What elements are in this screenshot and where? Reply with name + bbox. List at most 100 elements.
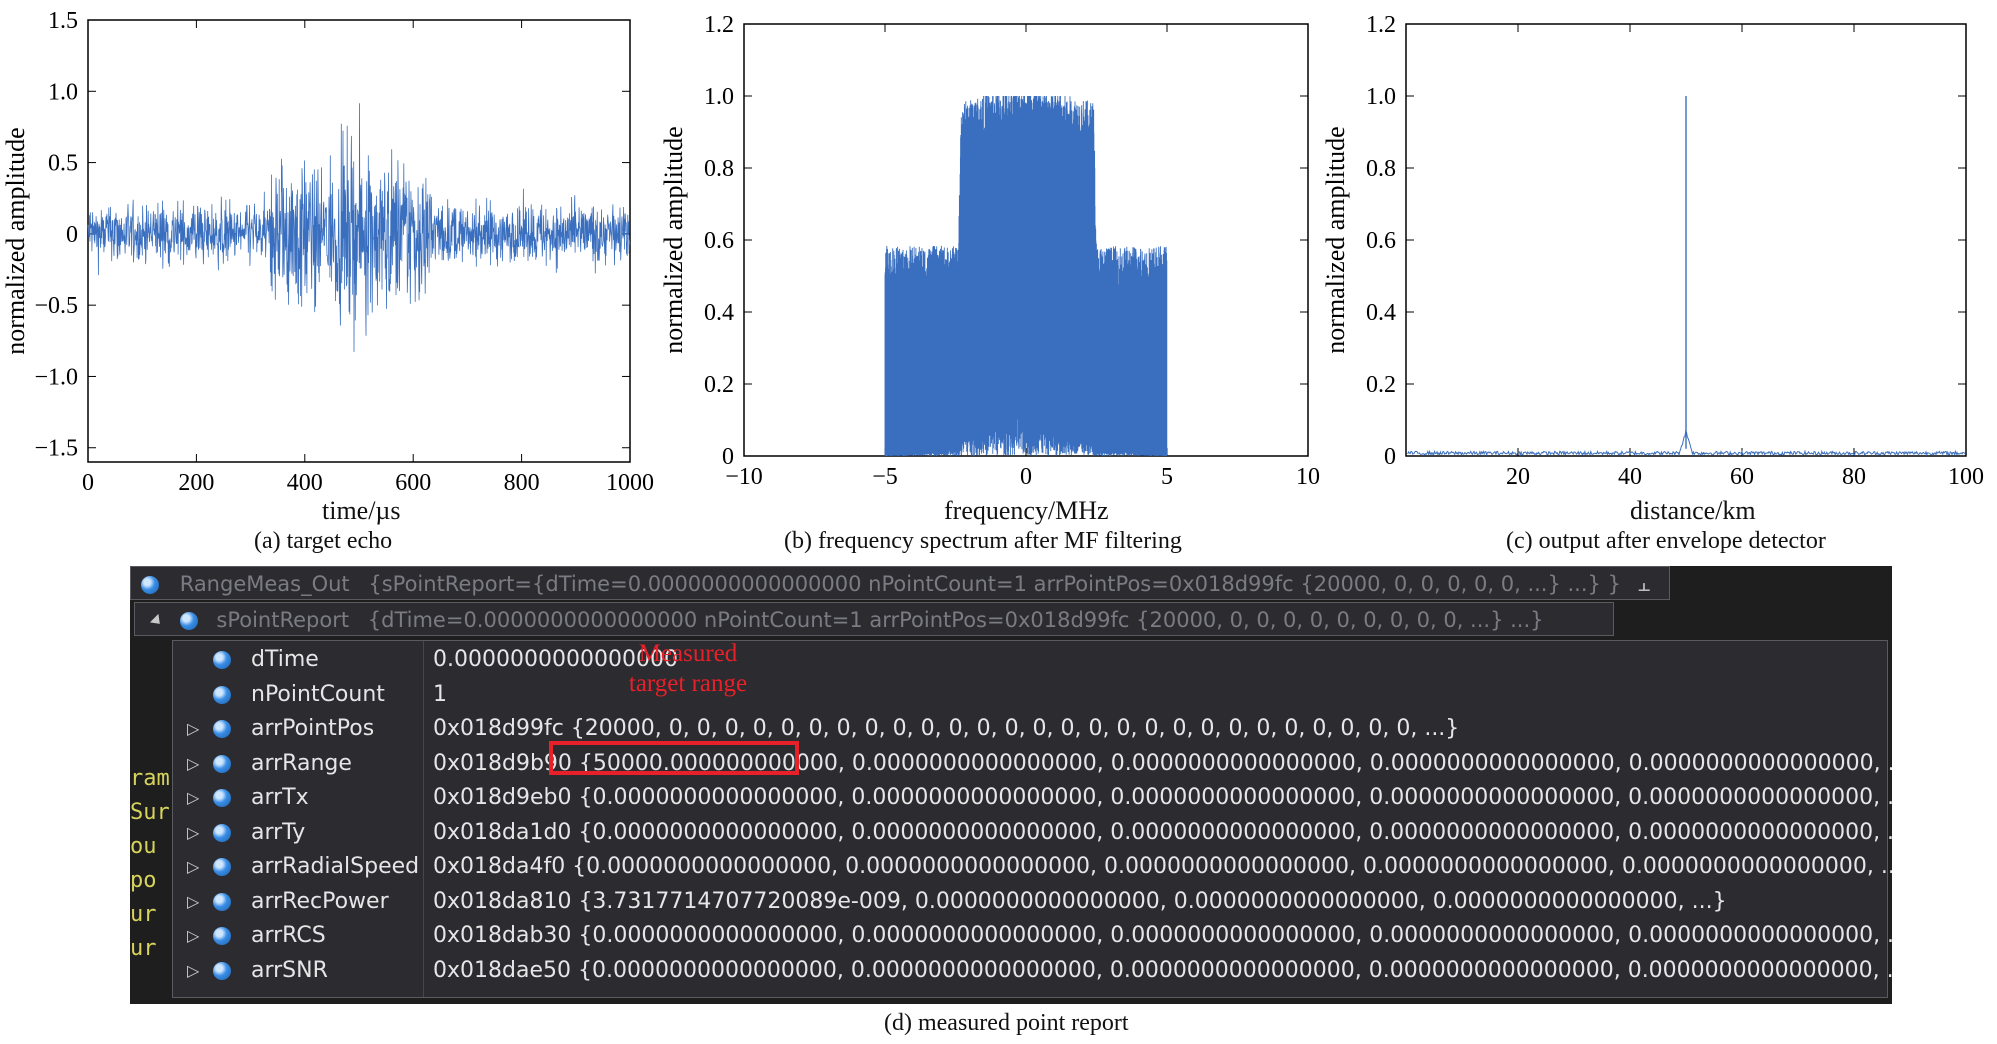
datatip-row-arrpointpos[interactable]: ▷ arrPointPos 0x018d99fc {20000, 0, 0, 0, … bbox=[173, 712, 1887, 746]
y-tick-label: 1.0 bbox=[704, 84, 734, 110]
field-value: 0x018d9eb0 {0.0000000000000000, 0.000000… bbox=[433, 785, 1892, 810]
x-tick-label: 20 bbox=[1506, 464, 1530, 490]
plot-frequency-spectrum: −10 −5 0 5 10 1.2 1.0 0.8 0.6 0.4 0.2 0 normalized a… bbox=[660, 12, 1320, 490]
y-tick-label: 0.5 bbox=[48, 151, 78, 177]
x-tick-label: 40 bbox=[1618, 464, 1642, 490]
x-tick-label: 80 bbox=[1842, 464, 1866, 490]
expand-arrow-icon[interactable]: ▷ bbox=[187, 753, 200, 773]
field-value: 0.0000000000000000 bbox=[433, 647, 678, 672]
variable-name: RangeMeas_Out bbox=[179, 572, 350, 596]
datatip-row-arrtx[interactable]: ▷ arrTx 0x018d9eb0 {0.0000000000000000, 0.… bbox=[173, 781, 1892, 815]
debugger-watch-window: ram Sur ou po ur ur RangeMeas_Out {sPoin… bbox=[130, 566, 1892, 1004]
y-tick-label: 0 bbox=[722, 444, 734, 470]
caption-a: (a) target echo bbox=[254, 528, 393, 554]
y-tick-label: 0.2 bbox=[704, 372, 734, 398]
field-name: arrRCS bbox=[251, 923, 326, 948]
expanded-arrow-icon[interactable] bbox=[149, 613, 165, 629]
echo-series bbox=[87, 103, 631, 352]
annotation-line: target range bbox=[628, 670, 748, 697]
variable-icon bbox=[213, 858, 231, 876]
field-value: 1 bbox=[433, 681, 447, 707]
variable-icon bbox=[213, 789, 231, 807]
y-tick-label: 0.8 bbox=[1366, 156, 1396, 182]
xlabel-a: time/µs bbox=[322, 496, 401, 525]
gutter-line: po bbox=[130, 868, 157, 893]
field-name: arrRange bbox=[251, 750, 352, 776]
variable-icon bbox=[213, 961, 231, 980]
expand-arrow-icon[interactable]: ▷ bbox=[187, 891, 200, 911]
variable-icon bbox=[141, 576, 159, 594]
datatip-row-arrrange[interactable]: ▷ arrRange 0x018d9b90 {50000.000000000000,… bbox=[173, 747, 1892, 781]
datatip-row-arrty[interactable]: ▷ arrTy 0x018da1d0 {0.0000000000000000, 0.… bbox=[173, 816, 1892, 850]
field-name: arrRecPower bbox=[251, 888, 389, 914]
expand-arrow-icon[interactable]: ▷ bbox=[187, 822, 200, 842]
spectrum-series bbox=[884, 96, 1168, 456]
y-axis-label: normalized amplitude bbox=[1, 127, 30, 354]
datatip-popup: dTime 0.0000000000000000 nPointCount 1 ▷ arrP… bbox=[172, 640, 1892, 998]
field-name: arrTx bbox=[251, 785, 309, 810]
y-tick-label: 0.4 bbox=[1366, 300, 1396, 326]
field-name: arrTy bbox=[251, 819, 306, 845]
caption-d: (d) measured point report bbox=[884, 1010, 1129, 1036]
expand-arrow-icon[interactable]: ▷ bbox=[187, 926, 200, 945]
watch-row-spointreport[interactable]: sPointReport {dTime=0.0000000000000000 n… bbox=[134, 602, 1614, 636]
gutter-line: ram bbox=[130, 766, 170, 791]
annotation-line: Measured bbox=[638, 640, 738, 667]
datatip-row-arrrcs[interactable]: ▷ arrRCS 0x018dab30 {0.0000000000000000, 0… bbox=[173, 919, 1892, 953]
y-tick-label: 0.6 bbox=[704, 228, 734, 254]
field-name: nPointCount bbox=[251, 681, 385, 707]
variable-icon bbox=[213, 720, 231, 738]
y-tick-label: 0.6 bbox=[1366, 228, 1396, 254]
field-value: 0x018dae50 {0.0000000000000000, 0.000000… bbox=[433, 957, 1892, 983]
datatip-row-arrrecpower[interactable]: ▷ arrRecPower 0x018da810 {3.73177147077200… bbox=[173, 885, 1887, 919]
y-tick-label: 0.8 bbox=[704, 156, 734, 182]
variable-icon bbox=[213, 892, 231, 911]
datatip-row-dtime[interactable]: dTime 0.0000000000000000 bbox=[173, 643, 1887, 677]
field-name: arrSNR bbox=[251, 957, 328, 983]
x-tick-label: 60 bbox=[1730, 464, 1754, 490]
datatip-row-arrsnr[interactable]: ▷ arrSNR 0x018dae50 {0.0000000000000000, 0… bbox=[173, 954, 1892, 988]
y-tick-label: 1.2 bbox=[704, 12, 734, 38]
y-tick-label: 1.0 bbox=[1366, 84, 1396, 110]
variable-name: sPointReport bbox=[216, 608, 350, 632]
expand-arrow-icon[interactable]: ▷ bbox=[187, 788, 200, 807]
x-tick-label: 10 bbox=[1296, 464, 1320, 490]
field-name: dTime bbox=[251, 647, 319, 672]
variable-value: {dTime=0.0000000000000000 nPointCount=1 … bbox=[367, 608, 1544, 632]
x-tick-label: 200 bbox=[178, 470, 214, 496]
y-tick-label: 0 bbox=[66, 222, 78, 248]
xlabel-b: frequency/MHz bbox=[944, 496, 1109, 525]
x-tick-label: 600 bbox=[395, 470, 431, 496]
x-tick-label: 800 bbox=[504, 470, 540, 496]
field-value: 0x018dab30 {0.0000000000000000, 0.000000… bbox=[433, 923, 1892, 948]
field-value: 0x018d99fc {20000, 0, 0, 0, 0, 0, 0, 0, … bbox=[433, 716, 1460, 741]
x-tick-label: 0 bbox=[82, 470, 94, 496]
variable-icon bbox=[179, 612, 198, 630]
y-tick-label: −0.5 bbox=[34, 293, 78, 319]
plot-frame bbox=[87, 19, 631, 463]
highlight-box bbox=[549, 741, 799, 775]
x-tick-label: −5 bbox=[872, 464, 898, 490]
y-tick-label: 1.0 bbox=[48, 79, 78, 105]
x-tick-label: 0 bbox=[1020, 464, 1032, 490]
expand-arrow-icon[interactable]: ▷ bbox=[187, 857, 200, 876]
variable-icon bbox=[213, 651, 231, 669]
variable-icon bbox=[213, 754, 231, 773]
column-separator bbox=[423, 641, 424, 997]
datatip-row-arrradialspeed[interactable]: ▷ arrRadialSpeed 0x018da4f0 {0.00000000000… bbox=[173, 850, 1892, 884]
xlabel-c: distance/km bbox=[1630, 496, 1756, 525]
gutter-line: ur bbox=[130, 936, 157, 961]
expand-arrow-icon[interactable]: ▷ bbox=[187, 960, 200, 980]
variable-icon bbox=[213, 685, 231, 704]
watch-row-rangemeas-out[interactable]: RangeMeas_Out {sPointReport={dTime=0.000… bbox=[130, 566, 1670, 600]
expand-arrow-icon[interactable]: ▷ bbox=[187, 719, 200, 738]
datatip-row-npointcount[interactable]: nPointCount 1 bbox=[173, 678, 1887, 712]
y-tick-label: −1.0 bbox=[34, 364, 78, 390]
field-value: 0x018da4f0 {0.0000000000000000, 0.000000… bbox=[433, 854, 1892, 879]
gutter-line: ur bbox=[130, 902, 157, 927]
caption-c: (c) output after envelope detector bbox=[1506, 528, 1826, 554]
pin-icon[interactable]: ⫠ bbox=[1637, 572, 1651, 596]
y-axis-label: normalized amplitude bbox=[1321, 126, 1350, 353]
field-value: 0x018da1d0 {0.0000000000000000, 0.000000… bbox=[433, 819, 1892, 845]
caption-b: (b) frequency spectrum after MF filterin… bbox=[784, 528, 1182, 554]
